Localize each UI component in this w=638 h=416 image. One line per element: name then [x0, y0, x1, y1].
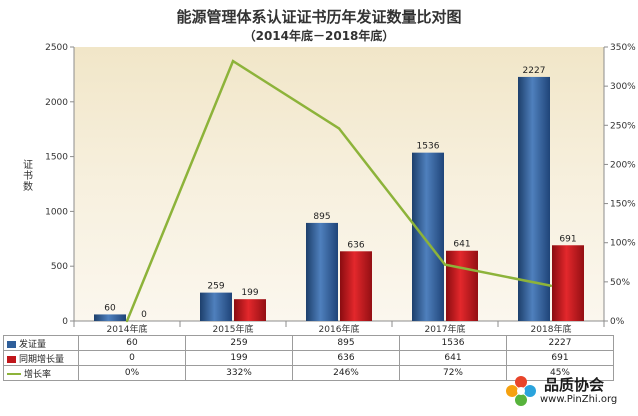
- table-row-header: 发证量: [3, 335, 79, 351]
- bar-growth: [552, 245, 584, 321]
- bar-issued: [94, 314, 126, 321]
- y-tick-label: 2500: [45, 43, 68, 53]
- table-cell: 72%: [399, 365, 507, 381]
- table-cell: 246%: [292, 365, 400, 381]
- growth-rate-line: [125, 59, 552, 322]
- growth-rate-point: [443, 263, 447, 266]
- bar-value-label: 1536: [417, 142, 440, 152]
- y2-tick-label: 350%: [610, 43, 636, 53]
- growth-rate-point: [125, 319, 129, 323]
- x-tick-label: 2016年底: [319, 323, 360, 335]
- y-tick-label: 1000: [45, 207, 68, 217]
- table-cell: 199: [185, 350, 293, 366]
- table-row: 增长率 0% 332% 246% 72% 45%: [3, 365, 614, 381]
- bar-value-label: 641: [453, 240, 470, 250]
- legend-label: 增长率: [24, 369, 52, 380]
- watermark: 品质协会 www.PinZhi.org: [502, 372, 630, 412]
- table-cell: 332%: [185, 365, 293, 381]
- growth-rate-point: [549, 284, 553, 287]
- table-cell: 45%: [506, 365, 614, 381]
- x-tick-label: 2018年底: [531, 323, 572, 335]
- bar-growth: [234, 299, 266, 321]
- legend-key: [7, 373, 21, 375]
- x-tick-label: 2014年底: [107, 323, 148, 335]
- bar-growth: [340, 251, 372, 321]
- chart-title: 能源管理体系认证证书历年发证数量比对图: [176, 8, 462, 26]
- y2-tick-label: 250%: [610, 121, 636, 131]
- legend-key: [7, 340, 16, 348]
- y2-tick-label: 300%: [610, 82, 636, 92]
- table-cell: 60: [78, 335, 186, 351]
- data-table: 发证量 60 259 895 1536 2227 同期增长量 0 199 636 641 691 增长率…: [3, 335, 614, 381]
- y2-tick-label: 100%: [610, 239, 636, 249]
- chart-subtitle: （2014年底－2018年底）: [243, 29, 395, 43]
- table-cell: 2227: [506, 335, 614, 351]
- table-cell: 259: [185, 335, 293, 351]
- bar-issued: [412, 152, 444, 321]
- legend-label: 同期增长量: [19, 354, 65, 365]
- table-row: 发证量 60 259 895 1536 2227: [3, 335, 614, 351]
- bar-value-label: 0: [141, 310, 147, 320]
- plot-area: [74, 47, 604, 321]
- watermark-url: www.PinZhi.org: [540, 394, 618, 405]
- bar-issued: [306, 222, 338, 321]
- y2-tick-label: 0%: [610, 317, 625, 327]
- table-cell: 1536: [399, 335, 507, 351]
- table-row: 同期增长量 0 199 636 641 691: [3, 350, 614, 366]
- table-cell: 895: [292, 335, 400, 351]
- watermark-name: 品质协会: [544, 376, 605, 394]
- table-row-header: 增长率: [3, 365, 79, 381]
- x-tick-label: 2017年底: [425, 323, 466, 335]
- growth-rate-point: [337, 127, 341, 130]
- bar-issued: [200, 292, 232, 321]
- y-tick-label: 0: [62, 317, 68, 327]
- y-tick-label: 1500: [45, 153, 68, 163]
- bar-value-label: 199: [241, 288, 258, 298]
- y2-tick-label: 50%: [610, 278, 630, 288]
- table-cell: 691: [506, 350, 614, 366]
- legend-label: 发证量: [19, 339, 47, 350]
- table-cell: 0%: [78, 365, 186, 381]
- y2-tick-label: 200%: [610, 160, 636, 170]
- growth-rate-point: [231, 59, 235, 63]
- x-tick-label: 2015年底: [213, 323, 254, 335]
- y-tick-label: 2000: [45, 98, 68, 108]
- flower-logo-icon: [506, 376, 536, 406]
- y-axis-label: 证书数: [23, 160, 33, 193]
- bar-value-label: 60: [104, 303, 116, 313]
- y-tick-label: 500: [51, 262, 68, 272]
- bar-value-label: 895: [313, 212, 330, 222]
- table-cell: 636: [292, 350, 400, 366]
- bar-value-label: 691: [559, 234, 576, 244]
- bar-growth: [446, 250, 478, 321]
- table-row-header: 同期增长量: [3, 350, 79, 366]
- table-cell: 641: [399, 350, 507, 366]
- y2-tick-label: 150%: [610, 200, 636, 210]
- table-cell: 0: [78, 350, 186, 366]
- legend-key: [7, 355, 16, 363]
- bar-value-label: 259: [207, 282, 224, 292]
- bar-value-label: 2227: [523, 66, 546, 76]
- bar-value-label: 636: [347, 240, 364, 250]
